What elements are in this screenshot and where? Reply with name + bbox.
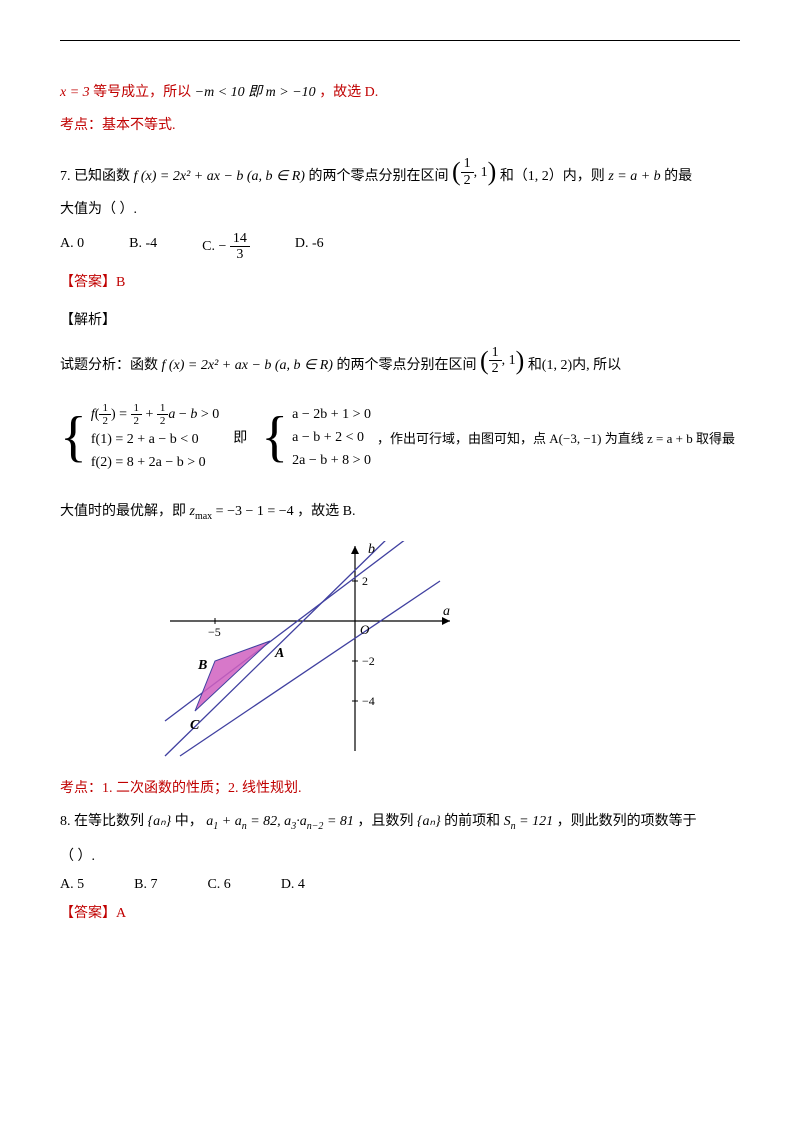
- q8-stem: 8. 在等比数列 {aₙ} 中， a1 + an = 82, a3·an−2 =…: [60, 809, 740, 836]
- sys2: { a − 2b + 1 > 0 a − b + 2 < 0 2a − b + …: [261, 404, 371, 471]
- q7-mid: 的两个零点分别在区间: [308, 169, 448, 184]
- feasible-region-graph: b a O −5 2 −2 −4 A B C: [160, 541, 740, 766]
- q7-tail: 的最: [664, 169, 692, 184]
- svg-text:−2: −2: [362, 654, 375, 668]
- svg-text:−5: −5: [208, 625, 221, 639]
- q7-func: f (x) = 2x² + ax − b (a, b ∈ R): [134, 169, 305, 184]
- q8-options: A. 5 B. 7 C. 6 D. 4: [60, 877, 740, 893]
- svg-text:2: 2: [362, 574, 368, 588]
- point-C: C: [190, 718, 200, 733]
- sys1: { f(12) = 12 + 12a − b > 0 f(1) = 2 + a …: [60, 402, 219, 473]
- axis-b-label: b: [368, 542, 375, 557]
- q7-stem: 7. 已知函数 f (x) = 2x² + ax − b (a, b ∈ R) …: [60, 156, 740, 189]
- q7-prefix: 7. 已知函数: [60, 169, 134, 184]
- intro-math2: −m < 10 即 m > −10: [195, 85, 316, 100]
- axis-a-label: a: [443, 604, 450, 619]
- intro-math1: x = 3: [60, 85, 90, 100]
- q7-optC: C. − 143: [202, 231, 250, 263]
- intro-text2: ，故选 D.: [319, 85, 378, 100]
- q7-line2: 大值为（ ）.: [60, 197, 740, 222]
- top-rule: [60, 40, 740, 41]
- origin-label: O: [360, 622, 370, 637]
- q7-optD: D. -6: [295, 231, 324, 263]
- q7-conclude: 大值时的最优解，即 zmax = −3 − 1 = −4 ，故选 B.: [60, 499, 740, 526]
- q7-and: 和（1, 2）内，则: [500, 169, 609, 184]
- intro-topic: 考点：基本不等式.: [60, 113, 740, 138]
- page-content: x = 3 等号成立，所以 −m < 10 即 m > −10 ，故选 D. 考…: [60, 80, 740, 926]
- q7-options: A. 0 B. -4 C. − 143 D. -6: [60, 231, 740, 263]
- q7-system: { f(12) = 12 + 12a − b > 0 f(1) = 2 + a …: [60, 392, 740, 483]
- point-A: A: [274, 646, 284, 661]
- point-B: B: [197, 658, 207, 673]
- q7-answer: 【答案】B: [60, 270, 740, 295]
- q8-optD: D. 4: [281, 877, 305, 893]
- q7-interval1: ( 12 , 1 ): [452, 156, 496, 188]
- q8-optA: A. 5: [60, 877, 84, 893]
- q7-analysis1: 试题分析：函数 f (x) = 2x² + ax − b (a, b ∈ R) …: [60, 345, 740, 378]
- q8-optC: C. 6: [207, 877, 230, 893]
- q8-blank: （ ）.: [60, 844, 740, 869]
- q7-optA: A. 0: [60, 231, 84, 263]
- q7-topic2: 考点：1. 二次函数的性质；2. 线性规划.: [60, 776, 740, 801]
- q8-optB: B. 7: [134, 877, 157, 893]
- intro-text1: 等号成立，所以: [93, 85, 195, 100]
- q7-z: z = a + b: [608, 169, 660, 184]
- svg-text:−4: −4: [362, 694, 375, 708]
- q8-answer: 【答案】A: [60, 901, 740, 926]
- q7-optB: B. -4: [129, 231, 157, 263]
- q7-analysis-label: 【解析】: [60, 308, 740, 333]
- intro-line: x = 3 等号成立，所以 −m < 10 即 m > −10 ，故选 D.: [60, 80, 740, 105]
